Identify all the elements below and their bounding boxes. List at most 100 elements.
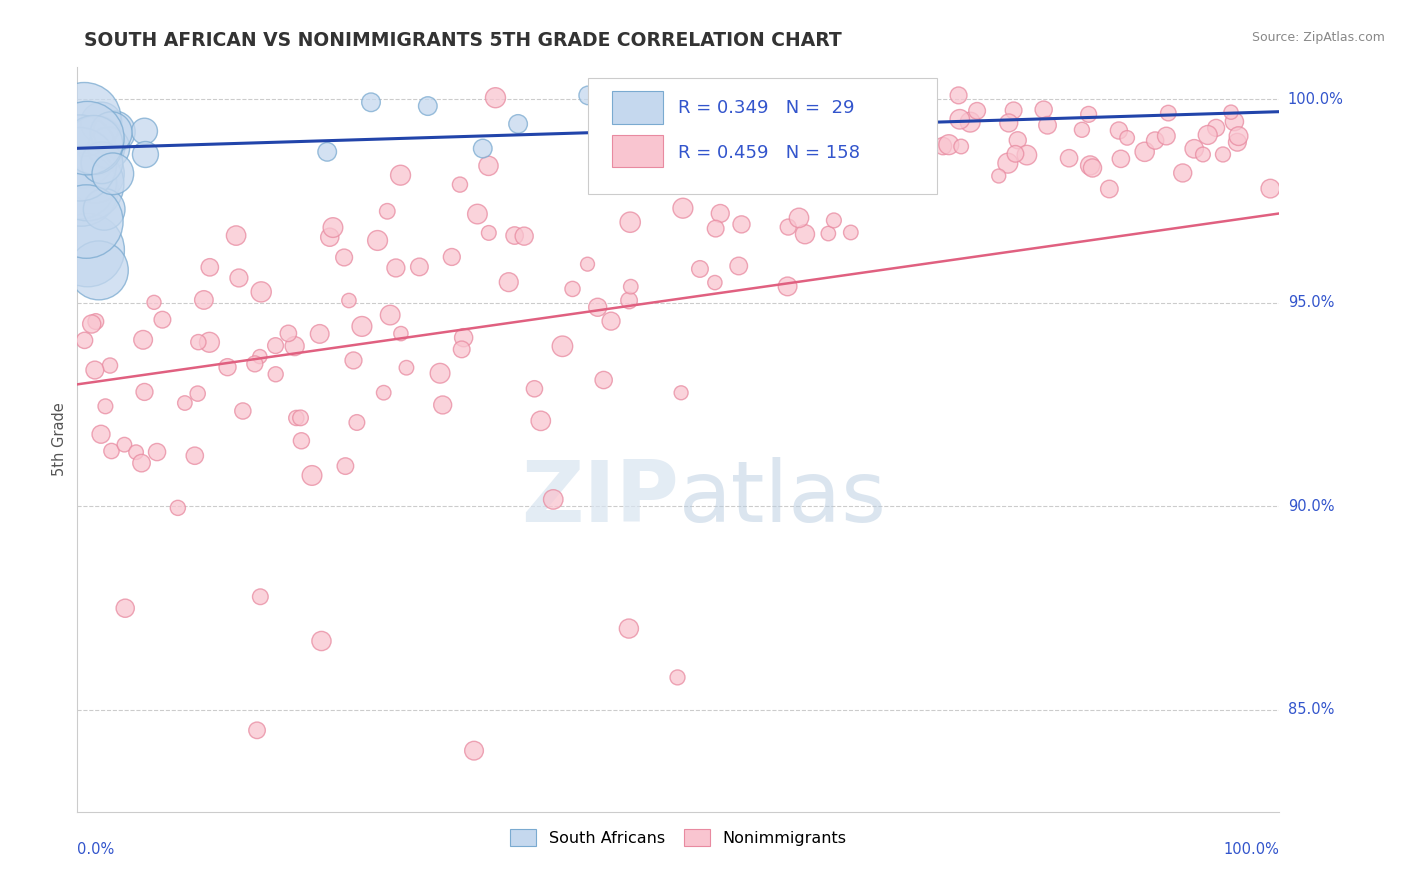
Point — [342, 353, 364, 368]
Point — [277, 326, 299, 341]
Point — [1078, 158, 1101, 172]
Point — [1212, 147, 1234, 161]
Point — [93, 202, 115, 217]
Point — [672, 201, 695, 215]
Point — [112, 438, 135, 452]
Point — [187, 335, 209, 350]
Point — [373, 385, 395, 400]
Point — [1109, 152, 1132, 166]
Point — [949, 112, 972, 127]
Point — [90, 427, 112, 442]
Point — [823, 213, 845, 227]
Point — [987, 169, 1010, 183]
Point — [70, 182, 93, 196]
Point — [997, 116, 1019, 130]
Text: Source: ZipAtlas.com: Source: ZipAtlas.com — [1251, 31, 1385, 45]
Point — [1070, 123, 1092, 137]
Point — [246, 723, 269, 738]
Point — [83, 363, 105, 377]
Point — [576, 88, 599, 103]
Point — [541, 492, 564, 507]
Point — [1156, 129, 1178, 144]
Point — [735, 129, 758, 144]
Point — [90, 116, 112, 130]
Point — [617, 622, 640, 636]
Point — [852, 174, 875, 188]
Point — [1032, 103, 1054, 117]
Point — [250, 285, 273, 299]
FancyBboxPatch shape — [612, 92, 662, 124]
Point — [395, 360, 418, 375]
Point — [1220, 105, 1243, 120]
Y-axis label: 5th Grade: 5th Grade — [52, 402, 67, 476]
Point — [301, 468, 323, 483]
Text: 85.0%: 85.0% — [1288, 703, 1334, 717]
Point — [959, 115, 981, 129]
Point — [217, 360, 239, 375]
Point — [966, 103, 988, 118]
Point — [408, 260, 430, 274]
Point — [576, 257, 599, 271]
Point — [69, 145, 91, 159]
Point — [900, 148, 922, 162]
Point — [146, 445, 169, 459]
Point — [166, 500, 188, 515]
Point — [592, 373, 614, 387]
Point — [1007, 133, 1029, 147]
Point — [333, 251, 356, 265]
Point — [634, 126, 657, 140]
Point — [1015, 148, 1038, 162]
Point — [1171, 166, 1194, 180]
Legend: South Africans, Nonimmigrants: South Africans, Nonimmigrants — [503, 822, 853, 852]
FancyBboxPatch shape — [588, 78, 936, 194]
Point — [100, 444, 122, 458]
Point — [689, 262, 711, 277]
Point — [703, 276, 725, 290]
Point — [704, 221, 727, 235]
Point — [308, 326, 330, 341]
Point — [337, 293, 360, 308]
Point — [523, 382, 546, 396]
Point — [463, 744, 485, 758]
Point — [1116, 131, 1139, 145]
Point — [198, 260, 221, 275]
Point — [1144, 134, 1167, 148]
Point — [1182, 142, 1205, 156]
Point — [90, 155, 112, 169]
Point — [453, 331, 475, 345]
Point — [232, 404, 254, 418]
Point — [997, 156, 1019, 170]
Point — [1002, 103, 1025, 118]
Point — [290, 434, 312, 448]
Point — [319, 230, 342, 244]
Point — [73, 112, 96, 127]
Point — [132, 333, 155, 347]
Point — [440, 250, 463, 264]
Point — [794, 227, 817, 242]
Point — [471, 142, 494, 156]
Point — [868, 138, 890, 153]
Point — [76, 131, 98, 145]
Point — [375, 204, 398, 219]
Point — [84, 315, 107, 329]
Point — [872, 120, 894, 135]
Point — [845, 134, 868, 148]
Point — [243, 357, 266, 371]
Point — [284, 339, 307, 353]
Point — [561, 282, 583, 296]
Point — [367, 234, 389, 248]
Point — [114, 601, 136, 615]
Point — [668, 166, 690, 180]
Point — [184, 449, 207, 463]
Point — [94, 399, 117, 413]
Point — [69, 157, 91, 171]
Point — [1133, 145, 1156, 159]
Point — [619, 215, 641, 229]
Point — [1205, 120, 1227, 135]
Point — [416, 99, 439, 113]
Point — [346, 416, 368, 430]
Point — [848, 165, 870, 179]
Point — [1077, 107, 1099, 121]
Point — [1227, 129, 1250, 144]
Point — [709, 206, 731, 220]
